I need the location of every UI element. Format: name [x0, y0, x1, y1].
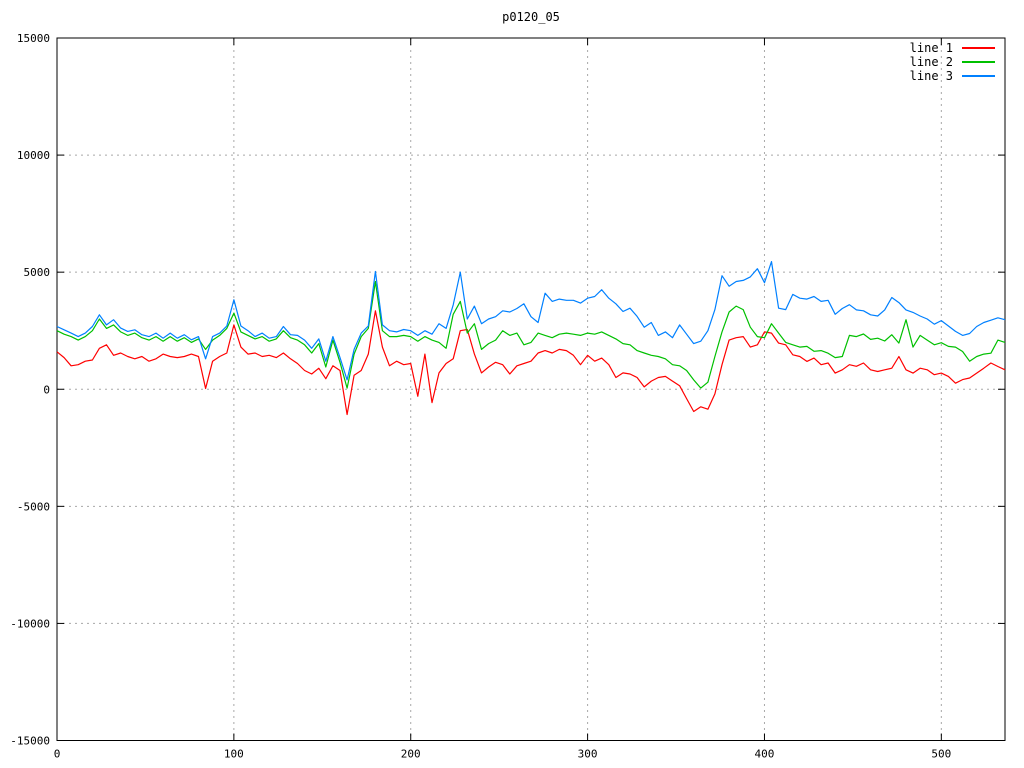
y-tick-label: 5000 [24, 266, 51, 279]
series-line-3 [56, 261, 1006, 381]
x-tick-label: 100 [224, 748, 244, 761]
series-line-2 [56, 280, 1006, 389]
legend-label-line-3: line 3 [909, 69, 953, 83]
legend-swatch-line-3 [962, 75, 995, 77]
x-tick-label: 0 [54, 748, 61, 761]
y-tick-label: 10000 [17, 149, 50, 162]
y-tick-label: -10000 [10, 617, 50, 630]
legend-item-line-3: line 3 [910, 69, 995, 83]
legend-item-line-1: line 1 [910, 41, 995, 55]
x-tick-label: 300 [578, 748, 598, 761]
y-tick-label: -5000 [17, 500, 50, 513]
series-line-1 [56, 310, 1006, 416]
chart-title: p0120_05 [502, 10, 560, 24]
legend-label-line-2: line 2 [909, 55, 953, 69]
x-tick-label: 500 [931, 748, 951, 761]
legend: line 1 line 2 line 3 [910, 41, 995, 83]
legend-item-line-2: line 2 [910, 55, 995, 69]
legend-swatch-line-2 [962, 61, 995, 63]
y-tick-label: -15000 [10, 735, 50, 748]
y-tick-label: 15000 [17, 32, 50, 45]
x-tick-label: 200 [401, 748, 421, 761]
legend-swatch-line-1 [962, 47, 995, 49]
y-tick-label: 0 [43, 383, 50, 396]
x-tick-label: 400 [755, 748, 775, 761]
legend-label-line-1: line 1 [909, 41, 953, 55]
